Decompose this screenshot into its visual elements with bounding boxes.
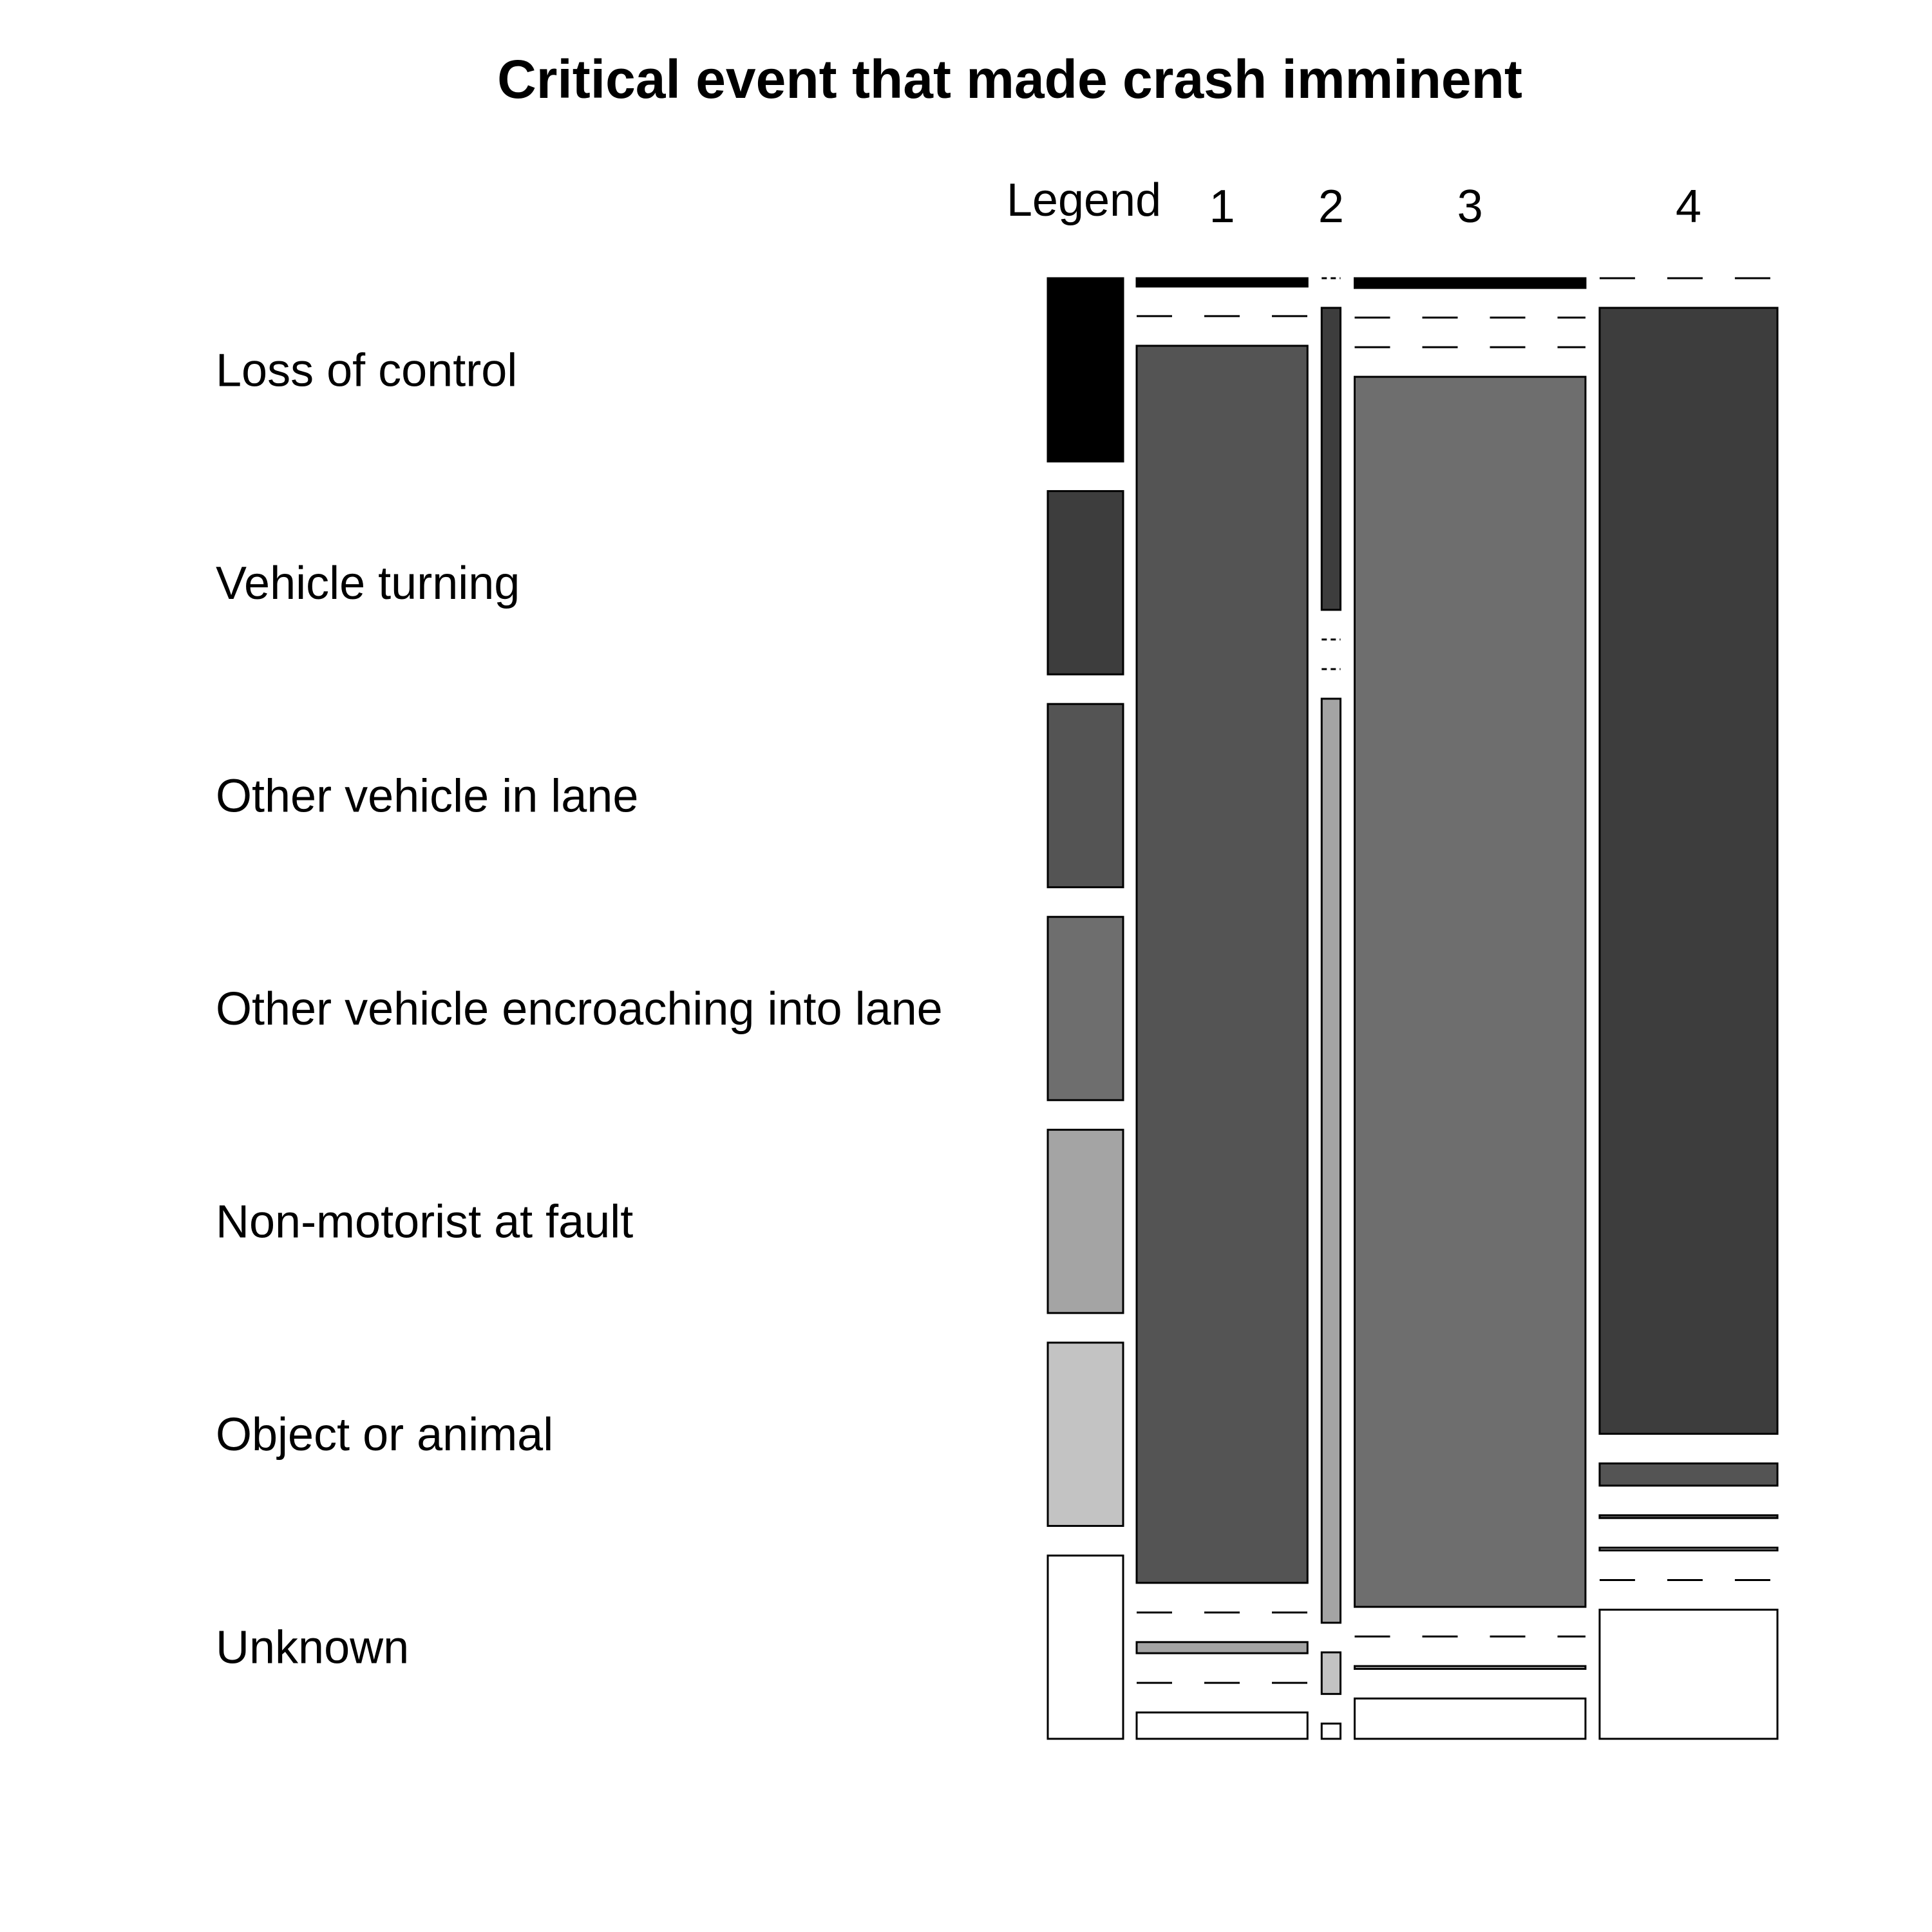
mosaic-tiles [1135,277,1779,1740]
legend: Loss of control Vehicle turning Other vehi… [216,277,1124,1740]
legend-swatch [1046,1128,1124,1314]
mosaic-tile [1598,1514,1779,1519]
mosaic-tile [1354,277,1587,289]
mosaic-tile [1598,307,1779,1435]
column-label: 1 [1209,181,1235,232]
legend-label: Vehicle turning [216,558,520,609]
mosaic-tile [1320,1651,1342,1695]
column-label: 3 [1457,181,1483,232]
mosaic-tile [1354,1665,1587,1670]
mosaic-tile [1598,1546,1779,1552]
mosaic-tile [1354,375,1587,1608]
column-labels: 1 2 3 4 [1209,181,1701,232]
legend-swatch [1046,490,1124,676]
mosaic-tile [1320,1722,1342,1740]
legend-swatch [1046,703,1124,889]
mosaic-tile [1320,697,1342,1624]
mosaic-tile [1354,1697,1587,1740]
legend-label: Other vehicle encroaching into lane [216,983,943,1035]
mosaic-tile [1598,1609,1779,1740]
column-label: 4 [1676,181,1701,232]
legend-label: Non-motorist at fault [216,1197,633,1248]
legend-label: Loss of control [216,345,517,396]
legend-swatch [1046,1341,1124,1527]
chart-title: Critical event that made crash imminent [497,49,1522,109]
legend-label: Object or animal [216,1409,553,1461]
mosaic-tile [1598,1462,1779,1487]
mosaic-tile [1135,1711,1309,1740]
mosaic-tile [1135,345,1309,1584]
mosaic-tile [1135,277,1309,288]
mosaic-tile [1320,307,1342,611]
legend-swatch [1046,916,1124,1101]
mosaic-tile [1135,1641,1309,1654]
legend-swatch [1046,277,1124,463]
legend-label: Other vehicle in lane [216,770,638,822]
legend-header: Legend [1007,175,1161,226]
column-label: 2 [1318,181,1344,232]
legend-swatch [1046,1554,1124,1740]
legend-label: Unknown [216,1622,409,1674]
